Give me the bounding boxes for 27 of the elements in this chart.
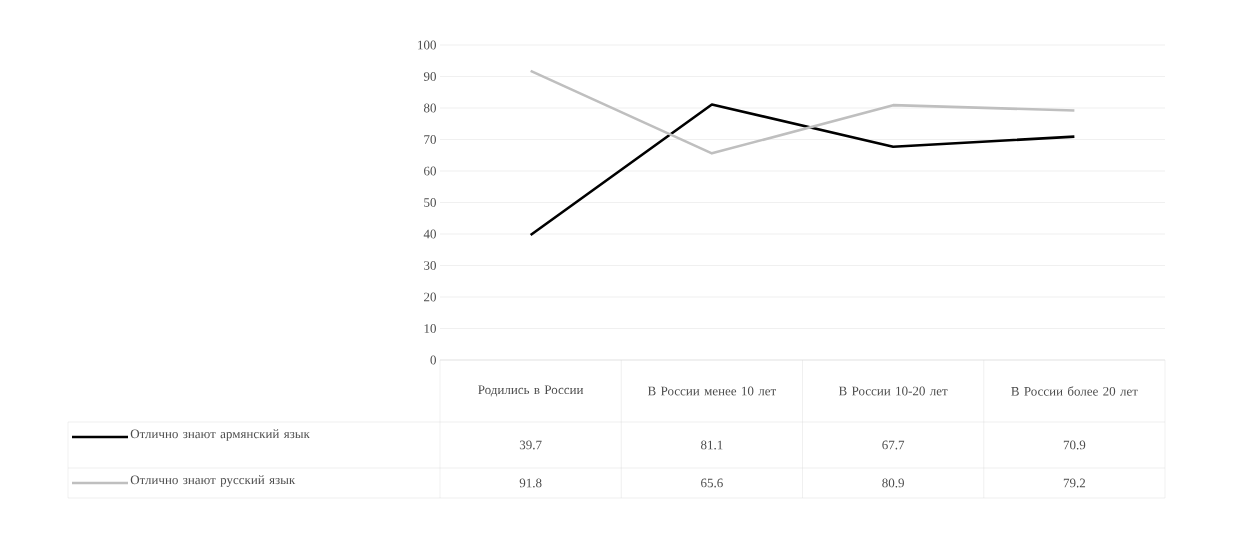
data-label: 79.2 [1063, 478, 1086, 488]
x-tick-label: В России менее 10 лет [647, 386, 777, 396]
data-label: 67.7 [882, 440, 905, 450]
x-tick-label: В России 10-20 лет [838, 386, 948, 396]
y-tick-label: 70 [424, 135, 436, 144]
line-series [529, 69, 1076, 155]
data-label: 80.9 [882, 478, 904, 488]
data-label: 91.8 [519, 478, 542, 488]
y-tick-label: 50 [424, 198, 436, 207]
y-tick-label: 90 [423, 72, 436, 81]
y-tick-label: 40 [423, 229, 436, 239]
legend-label: Отлично знают армянский язык [130, 429, 310, 441]
legend-label: Отлично знают русский язык [130, 475, 296, 487]
y-tick-label: 60 [424, 166, 436, 176]
data-label: 39.7 [519, 440, 542, 450]
x-tick-label: Родились в России [478, 385, 584, 397]
data-label: 70.9 [1063, 440, 1086, 450]
y-tick-label: 0 [430, 355, 436, 365]
y-tick-label: 100 [418, 40, 436, 50]
y-tick-label: 10 [424, 324, 436, 333]
y-tick-label: 80 [423, 103, 436, 113]
y-tick-label: 20 [424, 292, 436, 302]
x-tick-label: В России более 20 лет [1011, 386, 1138, 396]
line-series [529, 103, 1076, 237]
y-tick-label: 30 [424, 261, 436, 270]
data-label: 65.6 [701, 478, 723, 488]
data-label: 81.1 [701, 440, 723, 450]
